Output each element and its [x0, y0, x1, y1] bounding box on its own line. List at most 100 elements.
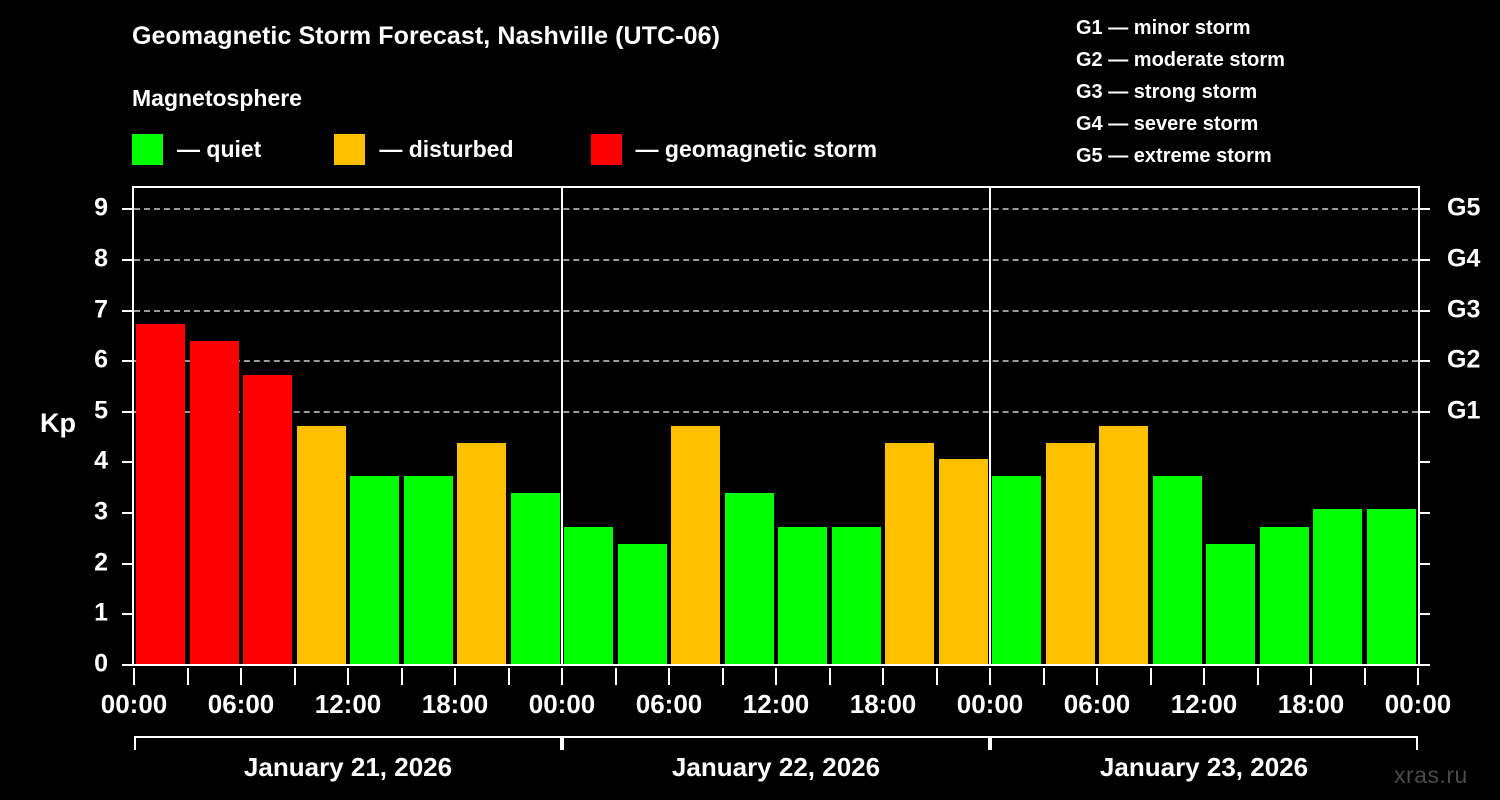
date-label: January 22, 2026 — [671, 752, 881, 782]
bar-kp[interactable] — [778, 526, 828, 664]
bar-kp[interactable] — [1366, 508, 1416, 664]
x-tick-label: 00:00 — [956, 689, 1024, 719]
gridline-kp-9 — [134, 208, 1418, 211]
x-tick-mark — [133, 668, 135, 685]
x-tick-mark — [347, 668, 349, 685]
g-scale-key-line-1: G1 — minor storm — [1076, 17, 1251, 39]
x-tick-mark — [1042, 668, 1045, 685]
x-tick-mark — [882, 668, 884, 685]
x-tick-label: 12:00 — [1170, 689, 1238, 719]
x-tick-label: 06:00 — [207, 689, 275, 719]
gridline-kp-5 — [134, 410, 1418, 413]
date-label: January 23, 2026 — [1099, 752, 1309, 782]
bar-kp[interactable] — [1152, 476, 1202, 664]
bar-kp[interactable] — [510, 493, 560, 664]
legend-item-disturbed[interactable]: — disturbed — [334, 133, 514, 165]
x-tick-mark — [721, 668, 724, 685]
y-tick-mark-2 — [122, 562, 132, 565]
g-axis-label-G1: G1 — [1447, 396, 1481, 425]
x-tick-mark — [1363, 668, 1366, 685]
y-tick-label-6: 6 — [94, 345, 108, 374]
y-tick-label-4: 4 — [94, 446, 108, 475]
y-tick-label-9: 9 — [94, 193, 108, 222]
x-tick-mark — [1203, 668, 1205, 685]
bar-kp[interactable] — [1099, 425, 1149, 664]
g-scale-key-line-2: G2 — moderate storm — [1076, 49, 1285, 71]
legend-swatch-geomagnetic-storm — [590, 133, 622, 165]
y-tick-label-7: 7 — [94, 295, 108, 324]
legend-swatch-disturbed — [334, 133, 366, 165]
bar-kp[interactable] — [1045, 442, 1095, 664]
x-tick-label: 00:00 — [100, 689, 168, 719]
bar-kp[interactable] — [724, 493, 774, 664]
x-tick-label: 00:00 — [1384, 689, 1452, 719]
legend-label-quiet: — quiet — [177, 135, 262, 162]
day-separator-2 — [989, 188, 991, 664]
x-tick-mark — [186, 668, 189, 685]
g-axis-tick-mark-9 — [1420, 208, 1430, 211]
bar-kp[interactable] — [136, 324, 186, 664]
day-separator-1 — [561, 188, 563, 664]
x-tick-label: 18:00 — [1277, 689, 1345, 719]
x-tick-mark — [1417, 668, 1419, 685]
x-tick-mark — [935, 668, 938, 685]
g-scale-key-line-5: G5 — extreme storm — [1076, 145, 1272, 167]
x-tick-label: 12:00 — [314, 689, 382, 719]
g-scale-key-line-4: G4 — severe storm — [1076, 113, 1259, 135]
bar-kp[interactable] — [243, 374, 293, 664]
gridline-kp-6 — [134, 360, 1418, 363]
bar-kp[interactable] — [1313, 508, 1363, 664]
x-tick-label: 00:00 — [528, 689, 596, 719]
magnetosphere-legend: — quiet — disturbed — geomagnetic storm — [132, 133, 877, 165]
g-scale-key-line-3: G3 — strong storm — [1076, 81, 1258, 103]
y-tick-label-0: 0 — [94, 649, 108, 678]
bar-kp[interactable] — [671, 425, 721, 664]
x-tick-label: 18:00 — [421, 689, 489, 719]
bar-kp[interactable] — [885, 442, 935, 664]
y-tick-mark-9 — [122, 208, 132, 211]
bar-kp[interactable] — [403, 476, 453, 664]
y-tick-label-3: 3 — [94, 497, 108, 526]
bar-kp[interactable] — [1259, 526, 1309, 664]
x-tick-mark — [668, 668, 670, 685]
bar-kp[interactable] — [457, 442, 507, 664]
bar-kp[interactable] — [189, 341, 239, 664]
legend-label-geomagnetic-storm: — geomagnetic storm — [635, 135, 878, 162]
bar-kp[interactable] — [350, 476, 400, 664]
date-bracket — [134, 736, 562, 750]
bar-kp[interactable] — [938, 459, 988, 664]
bar-kp[interactable] — [564, 526, 614, 664]
bar-series — [134, 188, 1418, 664]
g-axis-tick-mark-6 — [1420, 360, 1430, 363]
x-tick-mark — [240, 668, 242, 685]
y-tick-mark-4 — [122, 461, 132, 464]
x-tick-label: 12:00 — [742, 689, 810, 719]
g-axis-tick-mark-7 — [1420, 309, 1430, 312]
legend-item-quiet[interactable]: — quiet — [132, 133, 261, 165]
y-tick-mark-0 — [122, 664, 132, 666]
bar-kp[interactable] — [617, 544, 667, 664]
y-tick-label-5: 5 — [94, 396, 108, 425]
date-label: January 21, 2026 — [243, 752, 453, 782]
y-tick-label-2: 2 — [94, 548, 108, 577]
g-axis-tick-mark-8 — [1420, 258, 1430, 261]
x-tick-mark — [1149, 668, 1152, 685]
bar-kp[interactable] — [992, 476, 1042, 664]
legend-heading: Magnetosphere — [132, 85, 302, 111]
x-tick-mark — [507, 668, 510, 685]
legend-item-geomagnetic-storm[interactable]: — geomagnetic storm — [590, 133, 878, 165]
x-tick-mark — [828, 668, 831, 685]
watermark: xras.ru — [1394, 762, 1468, 788]
x-tick-mark — [775, 668, 777, 685]
date-bracket — [990, 736, 1418, 750]
legend-label-disturbed: — disturbed — [379, 135, 514, 162]
bar-kp[interactable] — [1206, 544, 1256, 664]
bar-kp[interactable] — [831, 526, 881, 664]
y-axis-label: Kp — [40, 408, 76, 438]
gridline-kp-7 — [134, 309, 1418, 312]
x-tick-label: 06:00 — [635, 689, 703, 719]
bar-kp[interactable] — [296, 425, 346, 664]
y-tick-mark-3 — [122, 512, 132, 515]
g-axis-tick-mark-3 — [1420, 512, 1430, 515]
g-axis-label-G4: G4 — [1447, 244, 1481, 273]
